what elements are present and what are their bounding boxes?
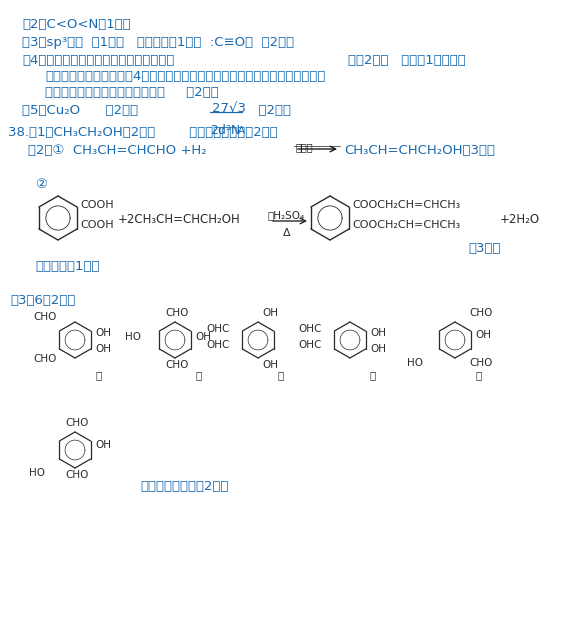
Text: 浓H₂SO₄: 浓H₂SO₄ — [268, 210, 305, 220]
Text: ，: ， — [475, 370, 482, 380]
Text: （任写两种即可，2分）: （任写两种即可，2分） — [140, 480, 229, 493]
Text: ，: ， — [195, 370, 201, 380]
Text: ，: ， — [370, 370, 376, 380]
Text: COOCH₂CH=CHCH₃: COOCH₂CH=CHCH₃ — [352, 220, 460, 230]
Text: CHO: CHO — [33, 312, 56, 322]
Text: ，: ， — [278, 370, 284, 380]
Text: OHC: OHC — [298, 340, 321, 350]
Text: 取代反应（1分）: 取代反应（1分） — [35, 260, 100, 273]
Text: （5）Cu₂O      （2分）: （5）Cu₂O （2分） — [22, 104, 138, 117]
Text: ，: ， — [95, 370, 101, 380]
Text: OH: OH — [370, 344, 386, 354]
Text: （2）C<O<N（1分）: （2）C<O<N（1分） — [22, 18, 131, 31]
Text: OH: OH — [195, 332, 211, 342]
Text: （4）由于水分子间形成氢键，导致沸点升: （4）由于水分子间形成氢键，导致沸点升 — [22, 54, 175, 67]
Text: （2分）: （2分） — [250, 104, 291, 117]
Text: （2）①  CH₃CH=CHCHO +H₂: （2）① CH₃CH=CHCHO +H₂ — [28, 144, 207, 157]
Text: HO: HO — [407, 358, 423, 368]
Text: 高（2分）   减小（1分）水形: 高（2分） 减小（1分）水形 — [348, 54, 466, 67]
Text: OH: OH — [95, 344, 111, 354]
Text: OHC: OHC — [206, 324, 229, 334]
Text: COOH: COOH — [80, 220, 113, 230]
Text: 38.（1）CH₃CH₂OH（2分）        醛基和碳碳双键（2分）: 38.（1）CH₃CH₂OH（2分） 醛基和碳碳双键（2分） — [8, 126, 278, 139]
Text: OH: OH — [95, 328, 111, 338]
Text: COOH: COOH — [80, 200, 113, 210]
Text: HO: HO — [29, 468, 45, 478]
Text: CHO: CHO — [469, 358, 492, 368]
Text: OH: OH — [262, 308, 278, 318]
Text: A: A — [238, 126, 245, 136]
Text: HO: HO — [125, 332, 141, 342]
Text: （3）6（2分）: （3）6（2分） — [10, 294, 75, 307]
Text: Δ: Δ — [283, 228, 291, 238]
Text: OH: OH — [475, 330, 491, 340]
Text: 27√3: 27√3 — [212, 102, 246, 115]
Text: 2d³N: 2d³N — [210, 124, 240, 137]
Text: CHO: CHO — [65, 470, 88, 480]
Text: CHO: CHO — [33, 354, 56, 364]
Text: CHO: CHO — [165, 308, 188, 318]
Text: CH₃CH=CHCH₂OH（3分）: CH₃CH=CHCH₂OH（3分） — [344, 144, 495, 157]
Text: ②: ② — [35, 178, 47, 191]
Text: CHO: CHO — [165, 360, 188, 370]
Text: OHC: OHC — [298, 324, 321, 334]
Text: OH: OH — [370, 328, 386, 338]
Text: 分子空间利用率低，密度反而减小     （2分）: 分子空间利用率低，密度反而减小 （2分） — [45, 86, 219, 99]
Text: （3分）: （3分） — [468, 242, 501, 255]
Text: CHO: CHO — [469, 308, 492, 318]
Text: OH: OH — [262, 360, 278, 370]
Text: +2CH₃CH=CHCH₂OH: +2CH₃CH=CHCH₂OH — [118, 213, 241, 226]
Text: （3）sp³杂化  （1分）   三角锥形（1分）  :C≡O：  （2分）: （3）sp³杂化 （1分） 三角锥形（1分） :C≡O： （2分） — [22, 36, 294, 49]
Text: OH: OH — [95, 440, 111, 450]
Text: 催化剂: 催化剂 — [296, 142, 313, 152]
Text: 成晶体时，每个水分子与4个水分子形成氢键，构成空间正四面体网状结构，水: 成晶体时，每个水分子与4个水分子形成氢键，构成空间正四面体网状结构，水 — [45, 70, 325, 83]
Text: CHO: CHO — [65, 418, 88, 428]
Text: COOCH₂CH=CHCH₃: COOCH₂CH=CHCH₃ — [352, 200, 460, 210]
Text: OHC: OHC — [206, 340, 229, 350]
Text: +2H₂O: +2H₂O — [500, 213, 540, 226]
